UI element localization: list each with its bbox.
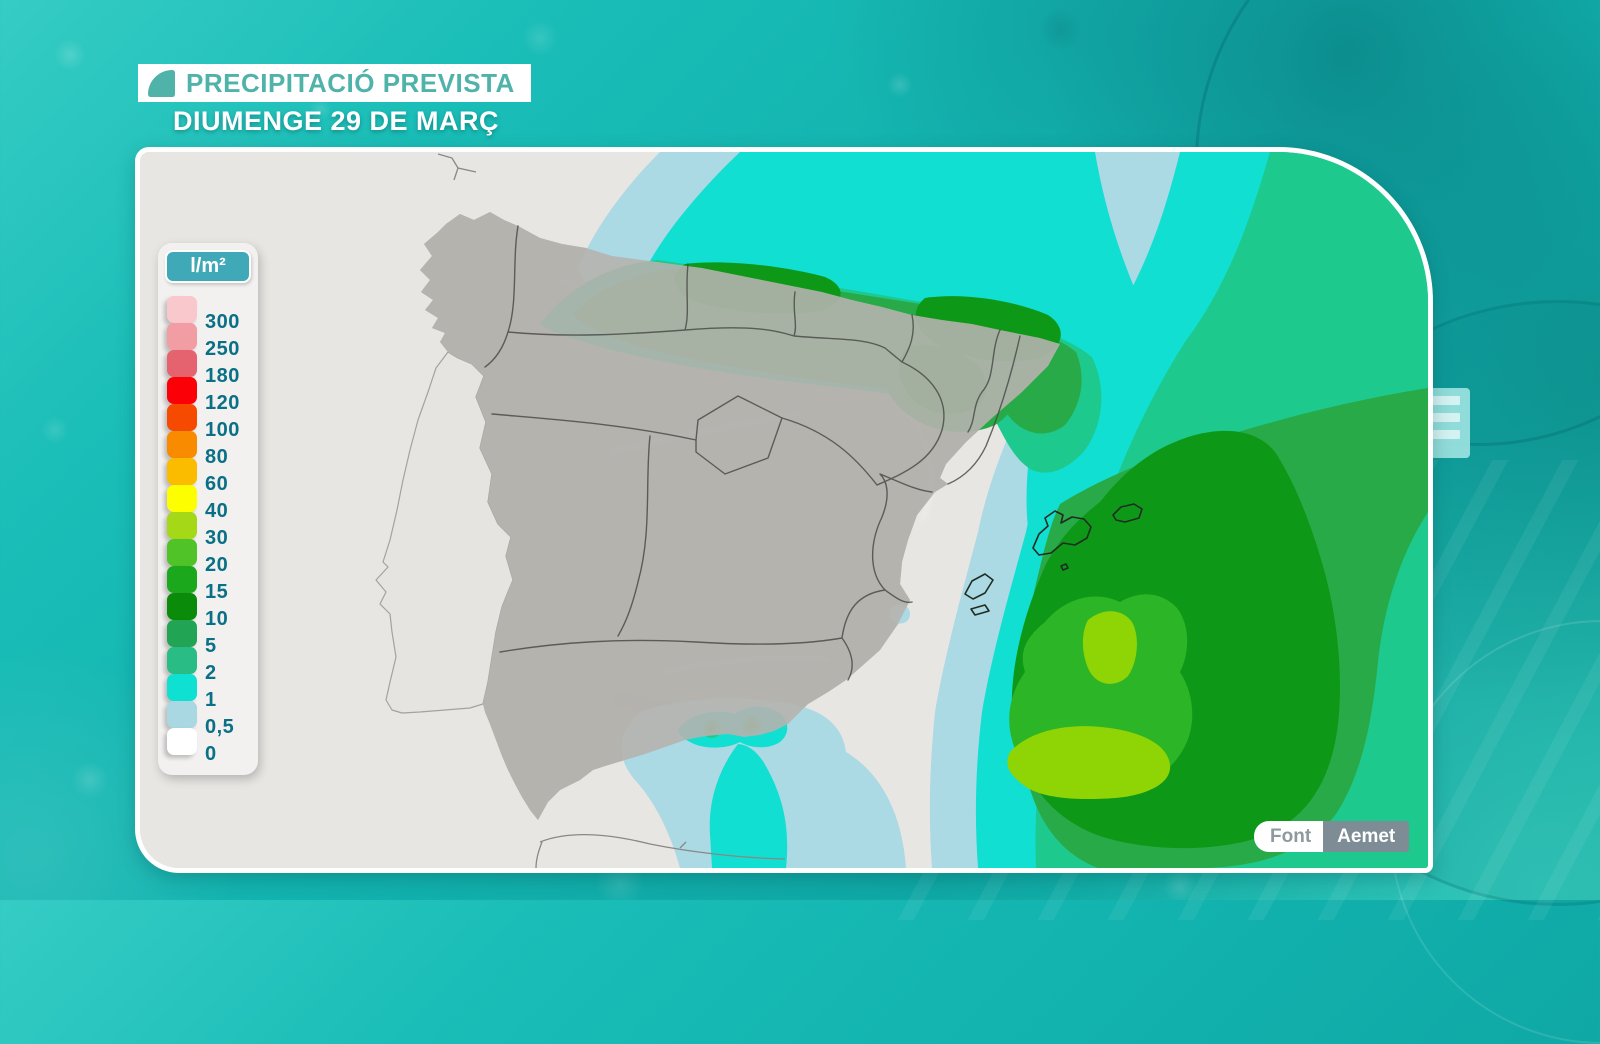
menorca-outline: [1112, 503, 1143, 523]
legend-row: 1: [158, 674, 258, 711]
map-panel: [135, 147, 1433, 873]
source-badge: Font Aemet: [1254, 821, 1410, 852]
legend-value: 300: [205, 311, 240, 333]
legend-swatch: [167, 566, 197, 593]
legend-value: 0,5: [205, 716, 235, 738]
legend-swatch: [167, 539, 197, 566]
legend-swatch: [167, 404, 197, 431]
precip-level-30: [1007, 611, 1171, 800]
formentera-outline: [970, 604, 990, 616]
forecast-date: DIUMENGE 29 DE MARÇ: [173, 106, 500, 136]
legend-value: 60: [205, 473, 229, 495]
legend-row: 0,5: [158, 701, 258, 738]
legend-value: 15: [205, 581, 229, 603]
legend-value: 180: [205, 365, 240, 387]
morocco-coastline: [535, 833, 786, 868]
legend-value: 10: [205, 608, 229, 630]
weather-quarter-circle-icon: [148, 69, 175, 97]
source-value: Aemet: [1323, 821, 1410, 852]
legend-value: 100: [205, 419, 240, 441]
cabrera-outline: [1060, 563, 1069, 571]
legend-value: 0: [205, 743, 217, 765]
ibiza-outline: [964, 573, 994, 600]
legend-value: 30: [205, 527, 229, 549]
legend-value: 20: [205, 554, 229, 576]
legend-row: 20: [158, 539, 258, 576]
legend-row: 300: [158, 296, 258, 333]
legend-swatch: [167, 485, 197, 512]
precipitation-legend: l/m² 300 250 180 120 100 80 60 40 30 20 15 10 5 2 1 0,5…: [158, 243, 258, 775]
legend-row: 15: [158, 566, 258, 603]
legend-swatch: [167, 647, 197, 674]
legend-value: 120: [205, 392, 240, 414]
legend-row: 250: [158, 323, 258, 360]
legend-row: 100: [158, 404, 258, 441]
legend-value: 40: [205, 500, 229, 522]
legend-swatch: [167, 620, 197, 647]
legend-value: 1: [205, 689, 217, 711]
source-label: Font: [1254, 821, 1324, 852]
legend-swatch: [167, 431, 197, 458]
legend-row: 120: [158, 377, 258, 414]
legend-row: 10: [158, 593, 258, 630]
legend-row: 0: [158, 728, 258, 765]
legend-row: 60: [158, 458, 258, 495]
france-coastline: [437, 153, 477, 181]
mallorca-outline: [1032, 510, 1092, 556]
legend-swatch: [167, 296, 197, 323]
legend-swatch: [167, 323, 197, 350]
legend-swatch: [167, 701, 197, 728]
legend-swatch: [167, 350, 197, 377]
legend-row: 30: [158, 512, 258, 549]
legend-row: 2: [158, 647, 258, 684]
precipitation-map: [140, 152, 1428, 868]
legend-row: 80: [158, 431, 258, 468]
legend-value: 5: [205, 635, 217, 657]
legend-swatch: [167, 674, 197, 701]
region-borders: [484, 225, 1021, 681]
legend-swatch: [167, 593, 197, 620]
legend-row: 180: [158, 350, 258, 387]
legend-row: 5: [158, 620, 258, 657]
legend-entries: 300 250 180 120 100 80 60 40 30 20 15 10 5 2 1 0,5 0: [158, 296, 258, 765]
balearic-islands: [964, 503, 1143, 616]
list-icon-bar: [1428, 413, 1460, 422]
legend-swatch: [167, 377, 197, 404]
legend-row: 40: [158, 485, 258, 522]
page-title: PRECIPITACIÓ PREVISTA: [186, 67, 515, 98]
legend-swatch: [167, 512, 197, 539]
legend-value: 80: [205, 446, 229, 468]
legend-swatch: [167, 728, 197, 755]
title-badge: PRECIPITACIÓ PREVISTA: [138, 64, 531, 102]
legend-swatch: [167, 458, 197, 485]
legend-value: 250: [205, 338, 240, 360]
list-icon-bar: [1428, 430, 1460, 439]
list-icon-bar: [1428, 396, 1460, 405]
legend-unit-header: l/m²: [165, 250, 251, 283]
legend-value: 2: [205, 662, 217, 684]
